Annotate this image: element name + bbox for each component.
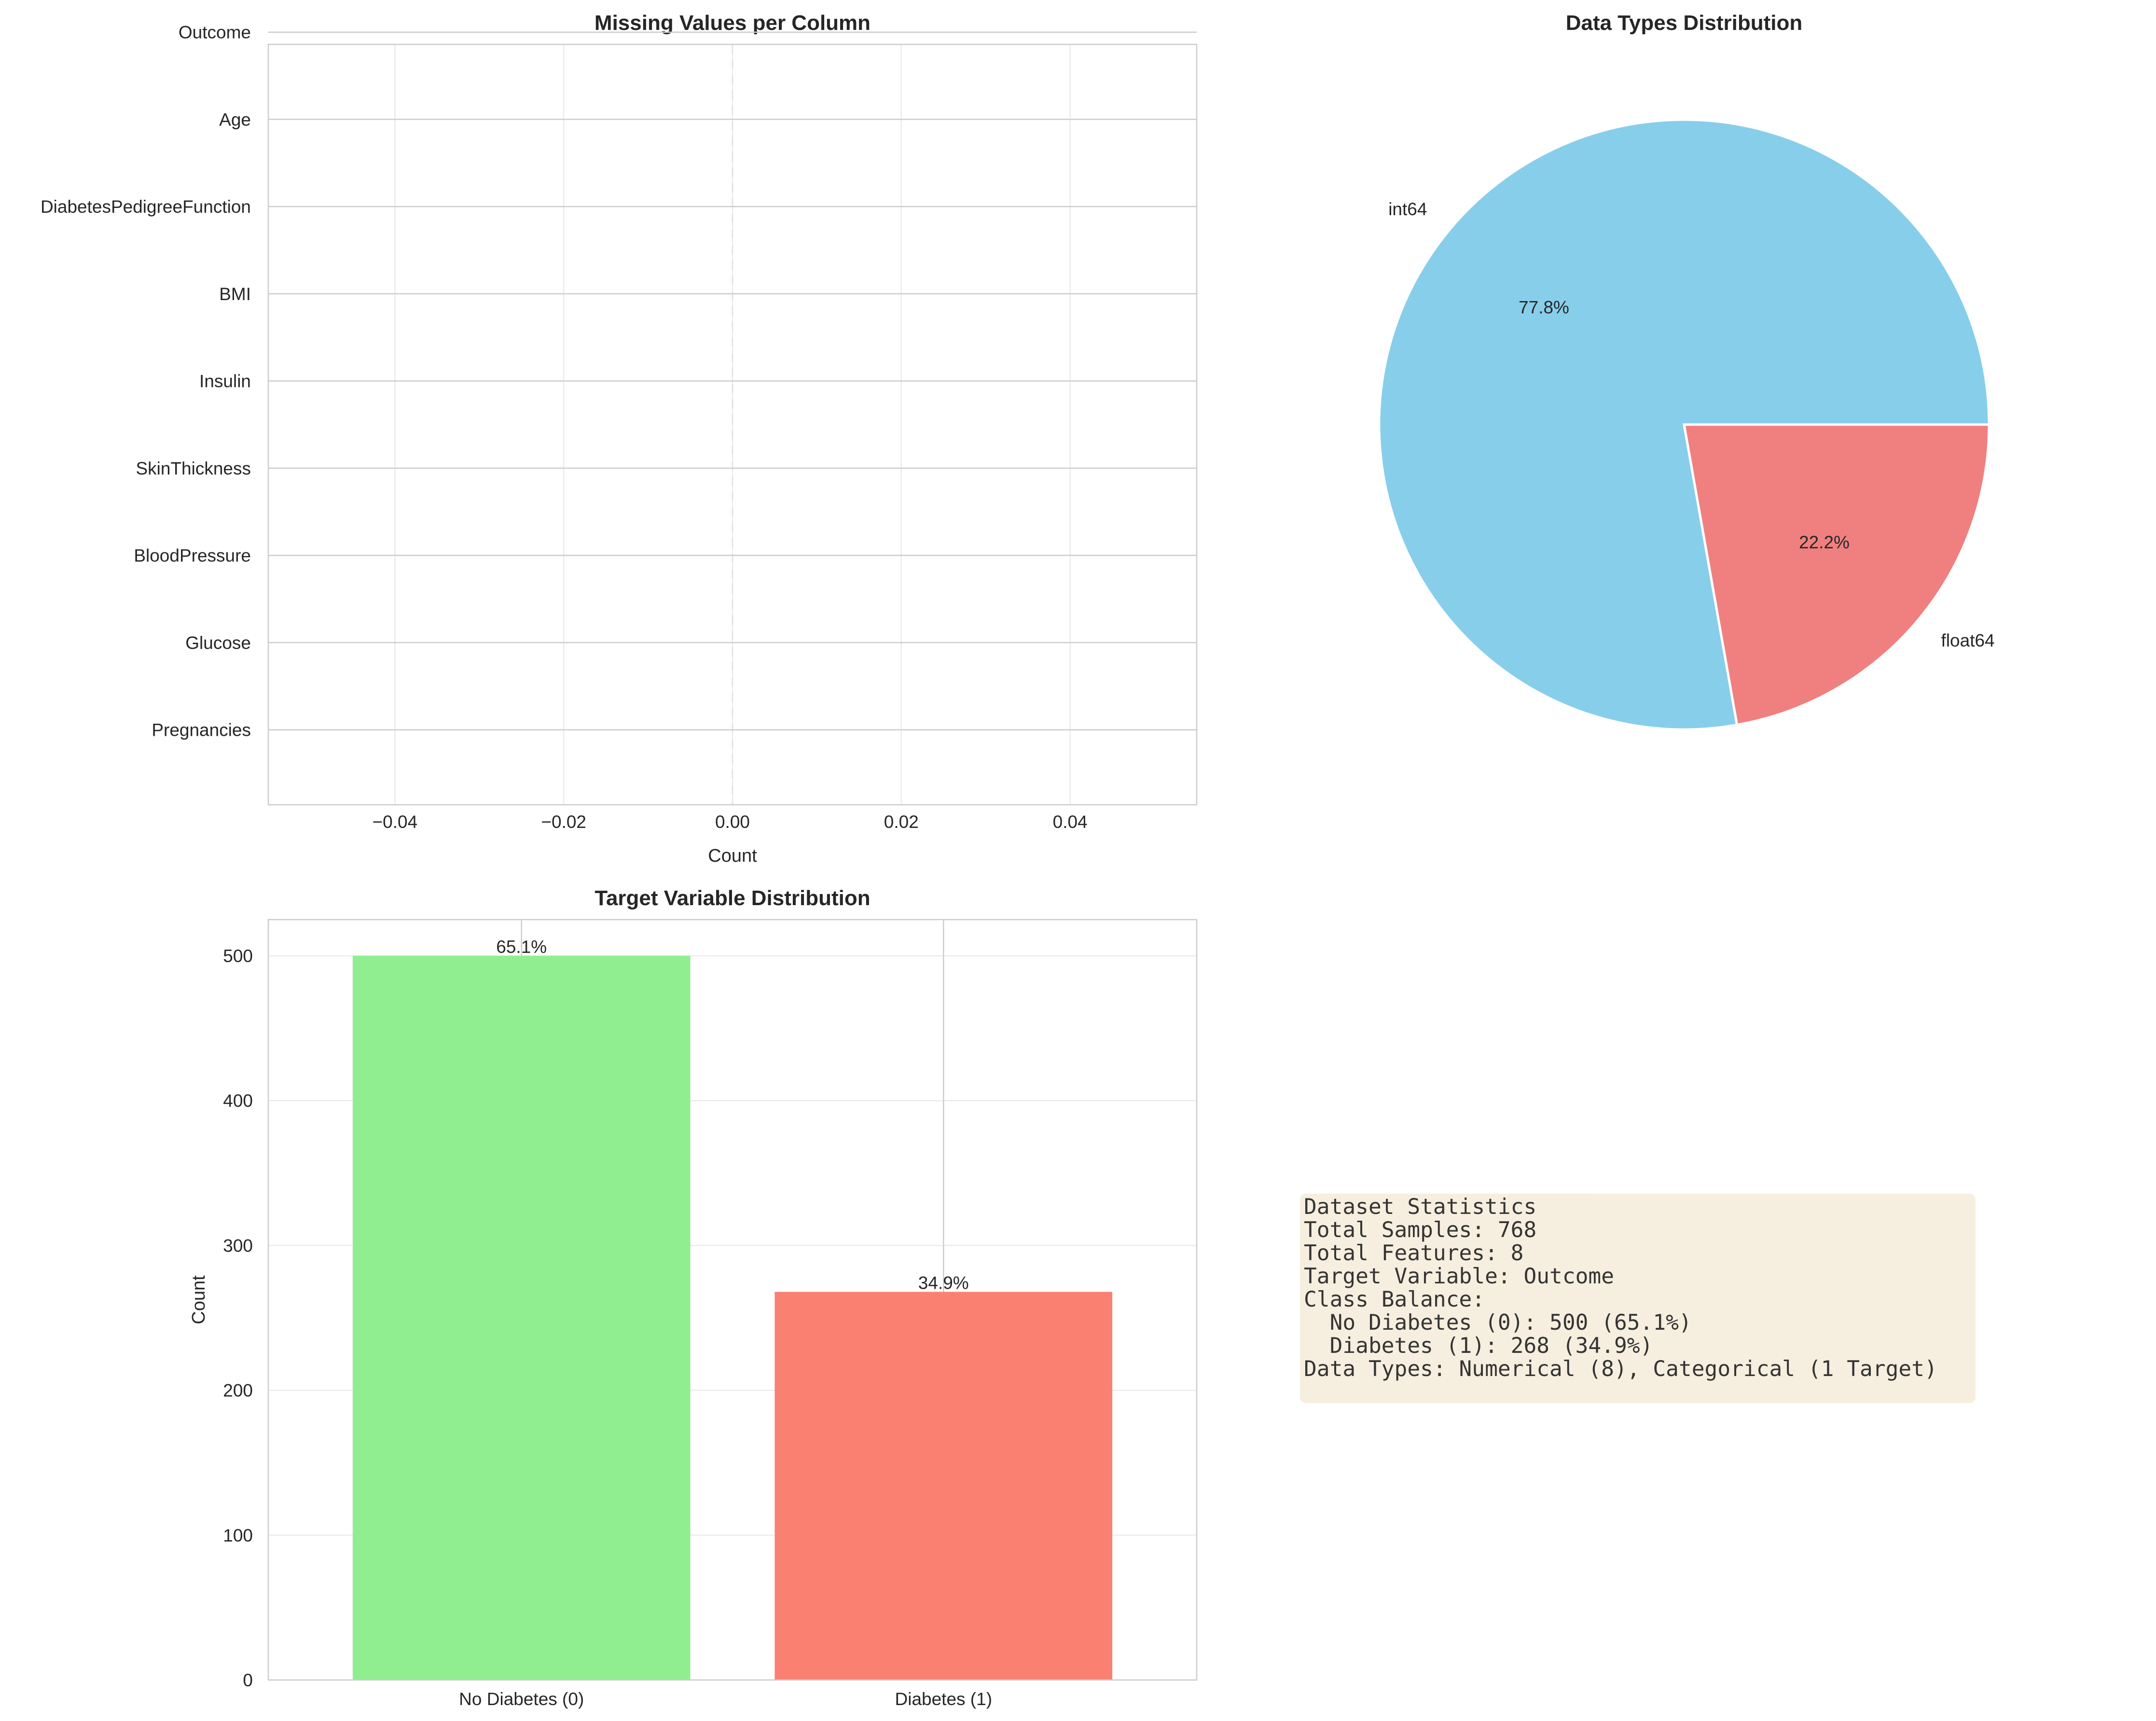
y-tick-label: BloodPressure — [134, 546, 251, 565]
target-distribution-frame — [267, 919, 1198, 1681]
x-tick-label: −0.04 — [373, 812, 418, 832]
target-y-ticks: 0 100 200 300 400 500 — [223, 946, 253, 1690]
class-count-bar — [774, 1292, 1113, 1680]
stats-line: No Diabetes (0): 500 (65.1%) — [1304, 1310, 1692, 1335]
y-tick-label: 500 — [223, 946, 253, 966]
target-x-ticks: No Diabetes (0) Diabetes (1) — [459, 1689, 992, 1709]
y-tick-label: Pregnancies — [152, 720, 251, 740]
missing-values-x-label: Count — [708, 846, 757, 866]
y-tick-label: Outcome — [179, 23, 251, 42]
pie-slice-float64 — [1683, 423, 1990, 727]
target-data-labels: 65.1% 34.9% — [496, 937, 968, 1293]
target-distribution-title: Target Variable Distribution — [594, 886, 870, 910]
y-tick-label: 300 — [223, 1236, 253, 1255]
y-tick-label: 200 — [223, 1381, 253, 1401]
y-tick-label: 0 — [243, 1670, 253, 1690]
stats-line: Target Variable: Outcome — [1304, 1264, 1614, 1289]
stats-line: Data Types: Numerical (8), Categorical (… — [1304, 1357, 1937, 1381]
pie-percent-label: 22.2% — [1799, 533, 1850, 552]
x-tick-label: No Diabetes (0) — [459, 1689, 584, 1709]
y-tick-label: 100 — [223, 1526, 253, 1545]
missing-values-y-ticks: Pregnancies Glucose BloodPressure SkinThick… — [41, 23, 251, 740]
missing-values-frame — [267, 43, 1198, 806]
data-types-pie-chart: Data Types Distribution int64 77.8% float6… — [1378, 11, 1995, 731]
dataset-statistics-box: Dataset Statistics Total Samples: 768 Tota… — [1300, 1194, 1976, 1403]
y-tick-label: DiabetesPedigreeFunction — [41, 197, 251, 217]
stats-line: Total Samples: 768 — [1304, 1218, 1537, 1242]
stats-line: Total Features: 8 — [1304, 1241, 1524, 1266]
pie-labels: int64 77.8% float64 22.2% — [1388, 199, 1994, 650]
x-tick-label: 0.04 — [1053, 812, 1088, 832]
x-tick-label: 0.02 — [884, 812, 919, 832]
y-tick-label: Insulin — [199, 372, 251, 391]
target-bars — [352, 956, 1113, 1680]
pie-percent-label: 77.8% — [1519, 297, 1569, 317]
x-tick-label: −0.02 — [541, 812, 586, 832]
target-distribution-chart: Target Variable Distribution 65.1%34.9% … — [189, 886, 1198, 1709]
missing-values-gridlines — [268, 31, 1197, 805]
y-tick-label: 400 — [223, 1091, 253, 1111]
missing-values-x-ticks: −0.04 −0.02 0.00 0.02 0.04 — [373, 812, 1088, 832]
pie-category-label: int64 — [1388, 199, 1427, 219]
y-tick-label: Age — [219, 110, 251, 129]
stats-line: Class Balance: — [1304, 1287, 1485, 1312]
x-tick-label: Diabetes (1) — [895, 1689, 993, 1709]
stats-line: Dataset Statistics — [1304, 1195, 1537, 1219]
bar-percent-label: 34.9% — [918, 1273, 969, 1293]
missing-values-chart: Missing Values per Column Pregnancies Glu… — [41, 11, 1198, 866]
y-tick-label: Glucose — [185, 633, 251, 653]
missing-values-title: Missing Values per Column — [594, 11, 871, 35]
pie-slices — [1378, 118, 1990, 731]
y-tick-label: SkinThickness — [136, 458, 251, 478]
class-count-bar — [352, 956, 691, 1680]
stats-line: Diabetes (1): 268 (34.9%) — [1304, 1334, 1653, 1358]
data-types-title: Data Types Distribution — [1566, 11, 1803, 35]
target-y-label: Count — [189, 1275, 209, 1324]
x-tick-label: 0.00 — [715, 812, 750, 832]
bar-percent-label: 65.1% — [496, 937, 547, 957]
pie-category-label: float64 — [1941, 631, 1995, 650]
y-tick-label: BMI — [219, 284, 251, 304]
